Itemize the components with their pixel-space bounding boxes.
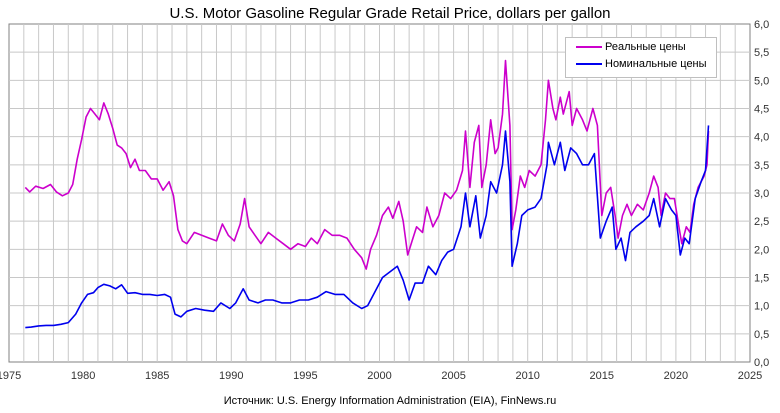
y-tick-label: 0,0: [754, 357, 769, 369]
legend-swatch-nominal: [576, 63, 602, 66]
chart-source: Источник: U.S. Energy Information Admini…: [223, 395, 557, 407]
x-tick-label: 2010: [515, 370, 539, 382]
legend-item-real: Реальные цены: [576, 41, 686, 57]
y-tick-label: 1,0: [754, 301, 769, 313]
gridlines: [8, 23, 751, 363]
legend-swatch-real: [576, 46, 602, 49]
x-tick-label: 2015: [590, 370, 614, 382]
series-line-real: [24, 59, 710, 270]
series-line-nominal: [25, 125, 710, 329]
y-tick-label: 6,0: [754, 19, 769, 31]
y-tick-label: 2,5: [754, 216, 769, 228]
y-tick-label: 5,5: [754, 47, 769, 59]
y-tick-label: 3,0: [754, 188, 769, 200]
legend-label-nominal: Номинальные цены: [605, 58, 707, 70]
chart-title: U.S. Motor Gasoline Regular Grade Retail…: [169, 5, 611, 22]
legend-item-nominal: Номинальные цены: [576, 58, 707, 74]
legend-label-real: Реальные цены: [605, 41, 686, 53]
x-tick-label: 1985: [145, 370, 169, 382]
x-tick-label: 1975: [0, 370, 21, 382]
y-tick-label: 3,5: [754, 160, 769, 172]
y-tick-label: 1,5: [754, 273, 769, 285]
axes: 0,0 0,5 1,0 1,5 2,0 2,5 3,0 3,5 4,0 4,5 5,0 5,5 6,0 1…: [0, 19, 769, 382]
y-tick-label: 4,0: [754, 132, 769, 144]
y-tick-label: 4,5: [754, 104, 769, 116]
series-lines: [24, 59, 710, 329]
y-tick-label: 5,0: [754, 75, 769, 87]
x-tick-label: 2000: [367, 370, 391, 382]
x-tick-label: 1990: [219, 370, 243, 382]
x-tick-label: 1980: [71, 370, 95, 382]
y-tick-label: 2,0: [754, 244, 769, 256]
x-tick-label: 2025: [738, 370, 762, 382]
y-tick-label: 0,5: [754, 329, 769, 341]
x-tick-label: 2020: [664, 370, 688, 382]
legend: Реальные цены Номинальные цены: [565, 37, 717, 78]
x-tick-label: 1995: [293, 370, 317, 382]
x-tick-label: 2005: [441, 370, 465, 382]
